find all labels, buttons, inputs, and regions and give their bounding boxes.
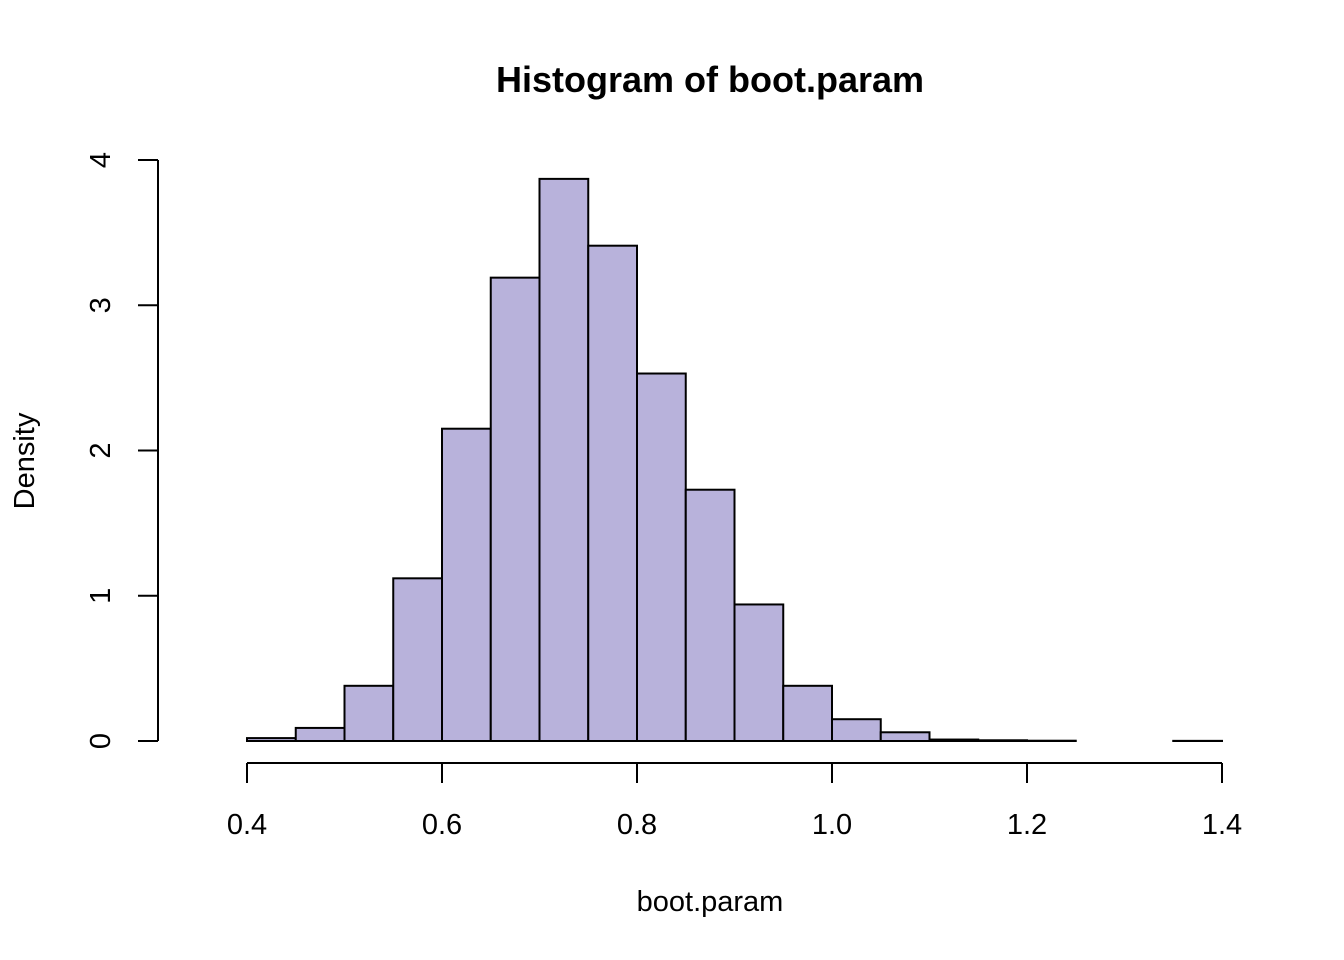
histogram-bar-12 xyxy=(783,686,832,741)
histogram-bar-9 xyxy=(637,374,686,741)
x-tick-label: 0.4 xyxy=(227,809,267,841)
y-axis-label: Density xyxy=(9,412,41,509)
x-tick-label: 0.8 xyxy=(617,809,657,841)
x-tick-label: 1.2 xyxy=(1007,809,1047,841)
histogram-bar-10 xyxy=(686,490,735,741)
x-tick-label: 0.6 xyxy=(422,809,462,841)
y-tick-label: 2 xyxy=(85,442,117,458)
x-axis-label: boot.param xyxy=(637,886,784,918)
histogram-bar-1 xyxy=(247,738,296,741)
histogram-bar-11 xyxy=(735,604,784,741)
y-axis: 0 1 2 3 4 xyxy=(85,152,158,749)
histogram-bar-15 xyxy=(930,740,979,741)
histogram-bars xyxy=(247,179,1222,741)
y-tick-label: 0 xyxy=(85,733,117,749)
histogram-bar-14 xyxy=(881,732,930,741)
y-tick-label: 4 xyxy=(85,152,117,168)
histogram-bar-4 xyxy=(393,578,442,741)
chart-title: Histogram of boot.param xyxy=(496,59,924,100)
histogram-bar-7 xyxy=(540,179,589,741)
histogram-bar-16 xyxy=(978,740,1027,741)
histogram-bar-5 xyxy=(442,429,491,741)
histogram-bar-6 xyxy=(491,278,540,741)
x-tick-label: 1.4 xyxy=(1202,809,1242,841)
histogram-bar-3 xyxy=(345,686,394,741)
histogram-bar-8 xyxy=(588,246,637,741)
y-tick-label: 3 xyxy=(85,297,117,313)
y-tick-label: 1 xyxy=(85,588,117,604)
x-axis: 0.4 0.6 0.8 1.0 1.2 1.4 xyxy=(227,763,1242,841)
x-tick-label: 1.0 xyxy=(812,809,852,841)
histogram-bar-2 xyxy=(296,728,345,741)
histogram-bar-13 xyxy=(832,719,881,741)
